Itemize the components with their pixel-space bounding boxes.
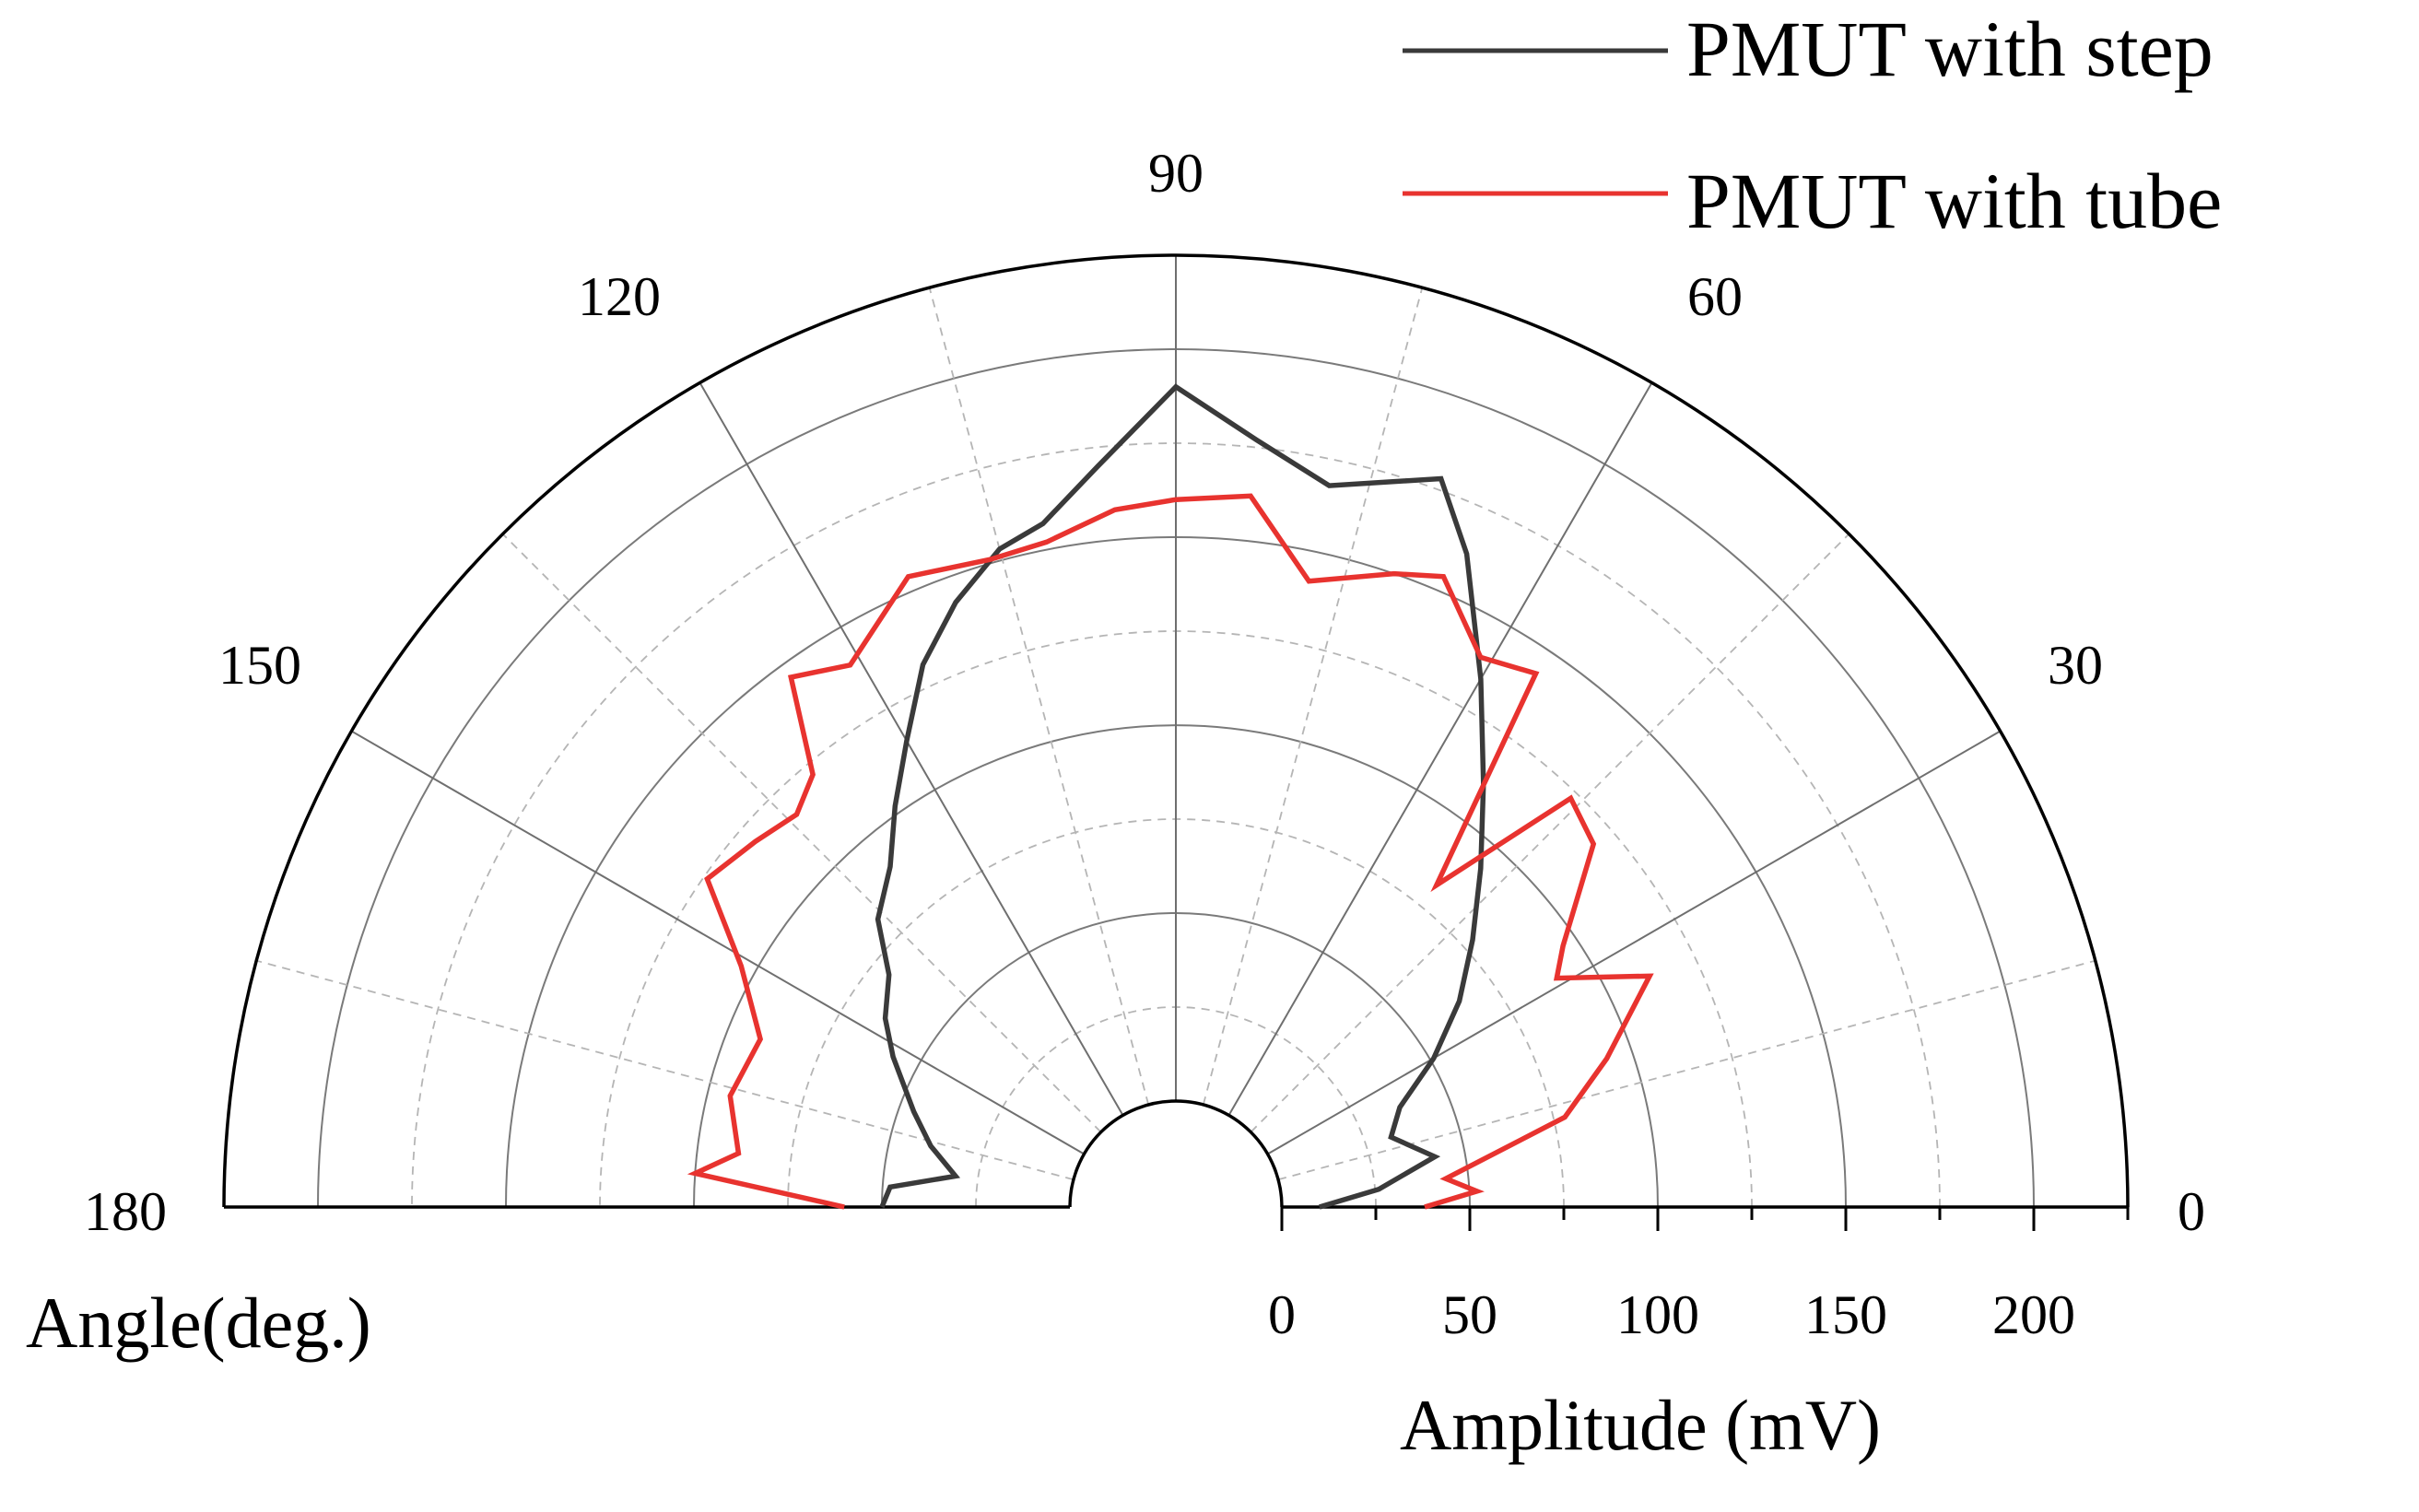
angular-gridline-minor (1277, 959, 2096, 1181)
legend: PMUT with step PMUT with tube (1403, 5, 2222, 245)
series-line (875, 383, 1486, 1210)
radial-tick-label: 100 (1616, 1284, 1699, 1345)
legend-label-tube: PMUT with tube (1686, 157, 2222, 245)
angular-gridline-minor (1202, 287, 1424, 1106)
radial-tick-label: 150 (1804, 1284, 1887, 1345)
angle-tick-label: 0 (2178, 1181, 2205, 1242)
angle-tick-label: 60 (1687, 266, 1743, 327)
angular-gridline-major (1267, 730, 2002, 1155)
angular-gridline-minor (501, 533, 1102, 1133)
series-pmut-with-tube (687, 493, 1654, 1210)
series-group (687, 383, 1654, 1210)
radial-axis-ticks (1280, 1207, 2130, 1231)
series-line (687, 493, 1654, 1210)
angular-gridlines (255, 255, 2096, 1181)
legend-label-step: PMUT with step (1686, 5, 2214, 93)
angular-gridline-minor (1250, 533, 1850, 1133)
series-pmut-with-step (875, 383, 1486, 1210)
angular-gridline-minor (928, 287, 1150, 1106)
radial-gridline-major (1069, 1100, 1283, 1208)
angle-axis-title: Angle(deg.) (26, 1283, 371, 1363)
angular-gridline-major (699, 381, 1124, 1116)
angle-tick-label: 120 (578, 266, 661, 327)
angle-tick-label: 90 (1148, 143, 1204, 204)
polar-frame (222, 253, 2130, 1208)
angular-gridline-major (1227, 381, 1653, 1116)
radial-tick-label: 50 (1442, 1284, 1497, 1345)
tick-labels: 0 50 100 150 200 0 30 60 90 120 150 180 (84, 143, 2205, 1345)
angular-gridline-minor (255, 959, 1074, 1181)
radial-tick-label: 0 (1268, 1284, 1296, 1345)
angular-gridline-major (350, 730, 1085, 1155)
angle-tick-label: 180 (84, 1181, 167, 1242)
angle-tick-label: 30 (2048, 635, 2103, 696)
radial-tick-label: 200 (1992, 1284, 2075, 1345)
angle-tick-label: 150 (218, 635, 301, 696)
radial-axis-title: Amplitude (mV) (1400, 1385, 1881, 1465)
